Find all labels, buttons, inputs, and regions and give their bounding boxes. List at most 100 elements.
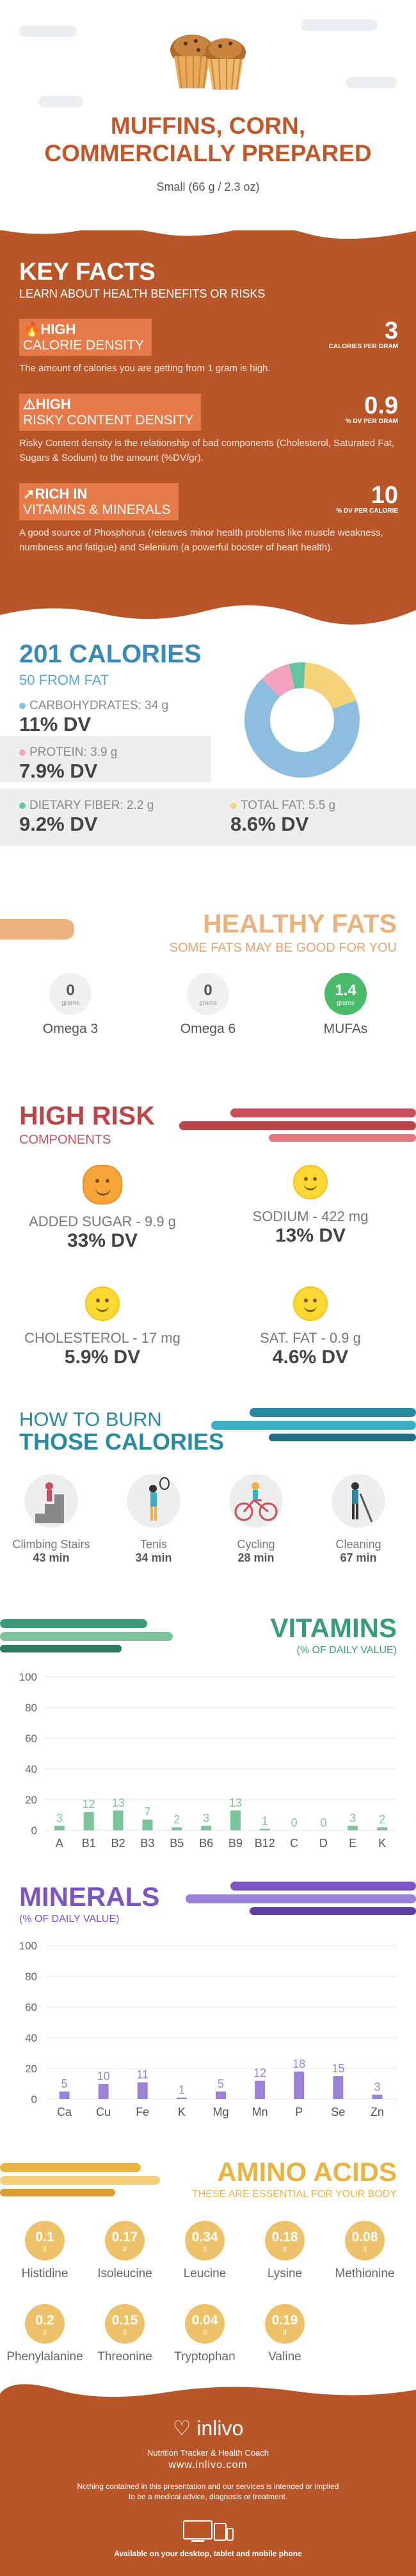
calories-subtitle: 50 FROM FAT xyxy=(19,672,109,688)
amino-acid-unit: g xyxy=(283,2328,287,2335)
risk-label: SAT. FAT - 0.9 g xyxy=(260,1330,361,1346)
x-tick-label: B2 xyxy=(111,1837,125,1850)
bar-value-label: 12 xyxy=(83,1798,95,1811)
macro-background xyxy=(0,736,211,782)
amino-acid-circle: 0.34 g xyxy=(185,2221,225,2260)
key-facts-subtitle: LEARN ABOUT HEALTH BENEFITS OR RISKS xyxy=(19,287,266,300)
footer-url[interactable]: www.inlivo.com xyxy=(168,2460,248,2470)
chart-bar xyxy=(59,2092,70,2099)
key-facts-title: KEY FACTS xyxy=(19,259,156,285)
devices-icon xyxy=(183,2520,234,2542)
activity-cycling: Cycling 28 min xyxy=(211,1472,301,1565)
vitamins-subtitle: (% OF DAILY VALUE) xyxy=(296,1645,397,1656)
fact-value: 10 % DV PER CALORIE xyxy=(336,483,398,515)
donut-slice-carbs xyxy=(244,662,360,778)
title-line-2: COMMERCIALLY PREPARED xyxy=(44,140,372,166)
chart-bar xyxy=(98,2084,109,2099)
fat-omega3: 0 grams Omega 3 xyxy=(26,973,115,1037)
chart-bar xyxy=(255,2081,266,2099)
x-tick-label: C xyxy=(290,1837,298,1850)
fact-value: 3 CALORIES PER GRAM xyxy=(329,319,398,350)
x-tick-label: E xyxy=(349,1837,356,1850)
legend-dot xyxy=(19,803,26,809)
high-risk-section: HIGH RISK COMPONENTS ADDED SUGAR - 9.9 g… xyxy=(0,1101,416,1408)
high-risk-title: HIGH RISK xyxy=(19,1101,155,1130)
fact-label: 🔥HIGH CALORIE DENSITY xyxy=(19,319,152,356)
amino-acid-item: 0.19 g Valine xyxy=(246,2304,323,2364)
smiley-icon xyxy=(293,1286,328,1321)
amino-acid-unit: g xyxy=(203,2244,207,2252)
x-tick-label: B12 xyxy=(255,1837,275,1850)
bar-value-label: 3 xyxy=(203,1812,209,1825)
serving-size: Small (66 g / 2.3 oz) xyxy=(156,180,260,193)
cloud-decoration xyxy=(38,96,83,108)
risk-dv: 5.9% DV xyxy=(64,1347,141,1368)
chart-bar xyxy=(294,2071,305,2099)
high-risk-subtitle: COMPONENTS xyxy=(19,1133,111,1147)
logo-text: inlivo xyxy=(196,2417,244,2440)
y-tick-label: 0 xyxy=(31,2093,37,2106)
x-tick-label: Ca xyxy=(57,2106,72,2118)
amino-acid-item: 0.2 g Phenylalanine xyxy=(6,2304,83,2364)
macro-donut-chart xyxy=(244,662,360,778)
x-tick-label: Cu xyxy=(96,2106,111,2118)
macro-protein: PROTEIN: 3.9 g 7.9% DV xyxy=(19,746,117,783)
y-tick-label: 20 xyxy=(25,1794,37,1806)
macro-dv: 11% DV xyxy=(19,713,92,735)
bar-value-label: 7 xyxy=(144,1805,150,1818)
amino-acid-item: 0.17 g Isoleucine xyxy=(86,2221,163,2281)
risk-label: SODIUM - 422 mg xyxy=(252,1208,369,1224)
amino-acid-item: 0.08 g Methionine xyxy=(326,2221,403,2281)
x-tick-label: B1 xyxy=(82,1837,96,1850)
amino-acid-unit: g xyxy=(123,2328,127,2335)
fact-calorie-density: 🔥HIGH CALORIE DENSITY 3 CALORIES PER GRA… xyxy=(19,319,398,376)
fat-value: 0 xyxy=(204,981,212,999)
chart-bar xyxy=(113,1810,124,1830)
flame-icon: 🔥 xyxy=(23,321,41,337)
healthy-fats-title: HEALTHY FATS xyxy=(203,909,397,938)
chart-bar xyxy=(230,1810,241,1830)
stripe-decoration xyxy=(0,1619,173,1652)
activity-climbing-stairs: Climbing Stairs 43 min xyxy=(6,1472,96,1565)
amino-acid-item: 0.34 g Leucine xyxy=(166,2221,243,2281)
x-tick-label: B9 xyxy=(228,1837,243,1850)
minerals-bar-chart: 0 20 40 60 80 100 5 Ca 10 Cu 11 Fe 1 K 5 Mg 12 Mn 18 P 15 Se 3… xyxy=(19,1940,397,2118)
amino-acid-unit: g xyxy=(123,2244,127,2252)
amino-acid-item: 0.1 g Histidine xyxy=(6,2221,83,2281)
fact-vitamins-minerals: ➚RICH IN VITAMINS & MINERALS 10 % DV PER… xyxy=(19,483,398,555)
amino-acid-item: 0.15 g Threonine xyxy=(86,2304,163,2364)
page-title: MUFFINS, CORN, COMMERCIALLY PREPARED xyxy=(0,112,416,167)
fat-name: Omega 6 xyxy=(180,1021,236,1036)
chart-bar xyxy=(54,1825,65,1830)
smiley-icon xyxy=(83,1165,122,1204)
bar-value-label: 5 xyxy=(218,2077,224,2090)
amino-acids-section: AMINO ACIDS THESE ARE ESSENTIAL FOR YOUR… xyxy=(0,2157,416,2384)
amino-acid-unit: g xyxy=(43,2244,47,2252)
bar-value-label: 5 xyxy=(61,2077,68,2090)
amino-acid-value: 0.18 xyxy=(271,2229,298,2244)
wave-divider xyxy=(0,2383,416,2397)
amino-acid-name: Valine xyxy=(268,2350,301,2364)
bar-value-label: 0 xyxy=(320,1816,326,1829)
activity-name: Climbing Stairs xyxy=(12,1538,90,1551)
macro-fat: TOTAL FAT: 5.5 g 8.6% DV xyxy=(230,799,335,836)
amino-acid-value: 0.04 xyxy=(191,2312,218,2328)
cloud-decoration xyxy=(346,77,397,88)
burn-title-line1: HOW TO BURN xyxy=(19,1408,162,1430)
fact-value-unit: CALORIES PER GRAM xyxy=(328,343,398,350)
x-tick-label: B6 xyxy=(199,1837,213,1850)
stripe-decoration xyxy=(211,1408,416,1441)
amino-acid-item: 0.18 g Lysine xyxy=(246,2221,323,2281)
stripe-decoration xyxy=(0,919,74,940)
amino-acid-value: 0.1 xyxy=(35,2229,54,2244)
amino-acid-circle: 0.04 g xyxy=(185,2304,225,2344)
amino-acid-circle: 0.1 g xyxy=(25,2221,65,2260)
donut-slice-protein xyxy=(244,662,360,778)
amino-acid-circle: 0.19 g xyxy=(265,2304,305,2344)
stripe-decoration xyxy=(186,1882,416,1915)
amino-acid-circle: 0.2 g xyxy=(25,2304,65,2344)
risk-dv: 33% DV xyxy=(67,1230,138,1251)
fat-unit: grams xyxy=(337,999,355,1007)
macro-label: CARBOHYDRATES: 34 g xyxy=(29,699,169,712)
